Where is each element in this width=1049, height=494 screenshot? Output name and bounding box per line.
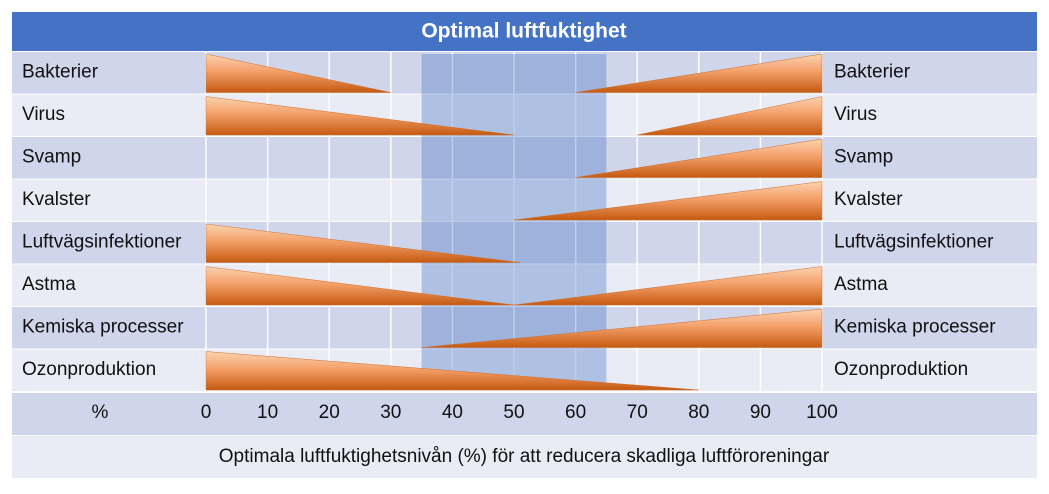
left-wedge (205, 96, 515, 136)
x-tick-label: 70 (627, 402, 648, 423)
right-wedge (513, 266, 823, 306)
row-background (12, 94, 1037, 136)
row-label-right: Virus (834, 104, 877, 125)
x-tick-label: 100 (806, 402, 838, 423)
row-background (12, 137, 1037, 179)
row-background (12, 179, 1037, 221)
right-wedge (575, 53, 823, 93)
chart-title: Optimal luftfuktighet (421, 20, 626, 43)
unit-label: % (92, 402, 109, 423)
row-label: Virus (22, 104, 65, 125)
row-label: Ozonproduktion (22, 359, 156, 380)
right-wedge (513, 181, 823, 221)
row-label-right: Kvalster (834, 189, 903, 210)
left-wedge (205, 223, 521, 263)
caption: Optimala luftfuktighetsnivån (%) för att… (219, 446, 830, 467)
x-tick-label: 50 (503, 402, 524, 423)
row-label: Svamp (22, 146, 81, 167)
row-background (12, 264, 1037, 306)
row-label-right: Ozonproduktion (834, 359, 968, 380)
x-tick-label: 60 (565, 402, 586, 423)
row-label: Kvalster (22, 189, 91, 210)
x-tick-label: 30 (380, 402, 401, 423)
caption-row (12, 436, 1037, 478)
x-tick-label: 90 (750, 402, 771, 423)
row-label-right: Svamp (834, 146, 893, 167)
row-background (12, 52, 1037, 94)
right-wedge (421, 308, 823, 348)
row-label: Kemiska processer (22, 316, 184, 337)
title-bar (12, 12, 1037, 51)
row-label: Bakterier (22, 61, 99, 82)
x-tick-label: 10 (257, 402, 278, 423)
x-tick-label: 40 (442, 402, 463, 423)
left-wedge (205, 266, 515, 306)
axis-row (12, 393, 1037, 435)
right-wedge (637, 96, 823, 136)
x-tick-label: 80 (688, 402, 709, 423)
left-wedge (205, 53, 391, 93)
row-label-right: Astma (834, 274, 888, 295)
x-tick-label: 0 (201, 402, 212, 423)
row-background (12, 222, 1037, 264)
x-tick-label: 20 (319, 402, 340, 423)
row-label-right: Luftvägsinfektioner (834, 231, 994, 252)
row-label: Luftvägsinfektioner (22, 231, 182, 252)
right-wedge (575, 138, 823, 178)
row-label: Astma (22, 274, 76, 295)
row-label-right: Kemiska processer (834, 316, 996, 337)
row-label-right: Bakterier (834, 61, 911, 82)
left-wedge (205, 351, 699, 391)
